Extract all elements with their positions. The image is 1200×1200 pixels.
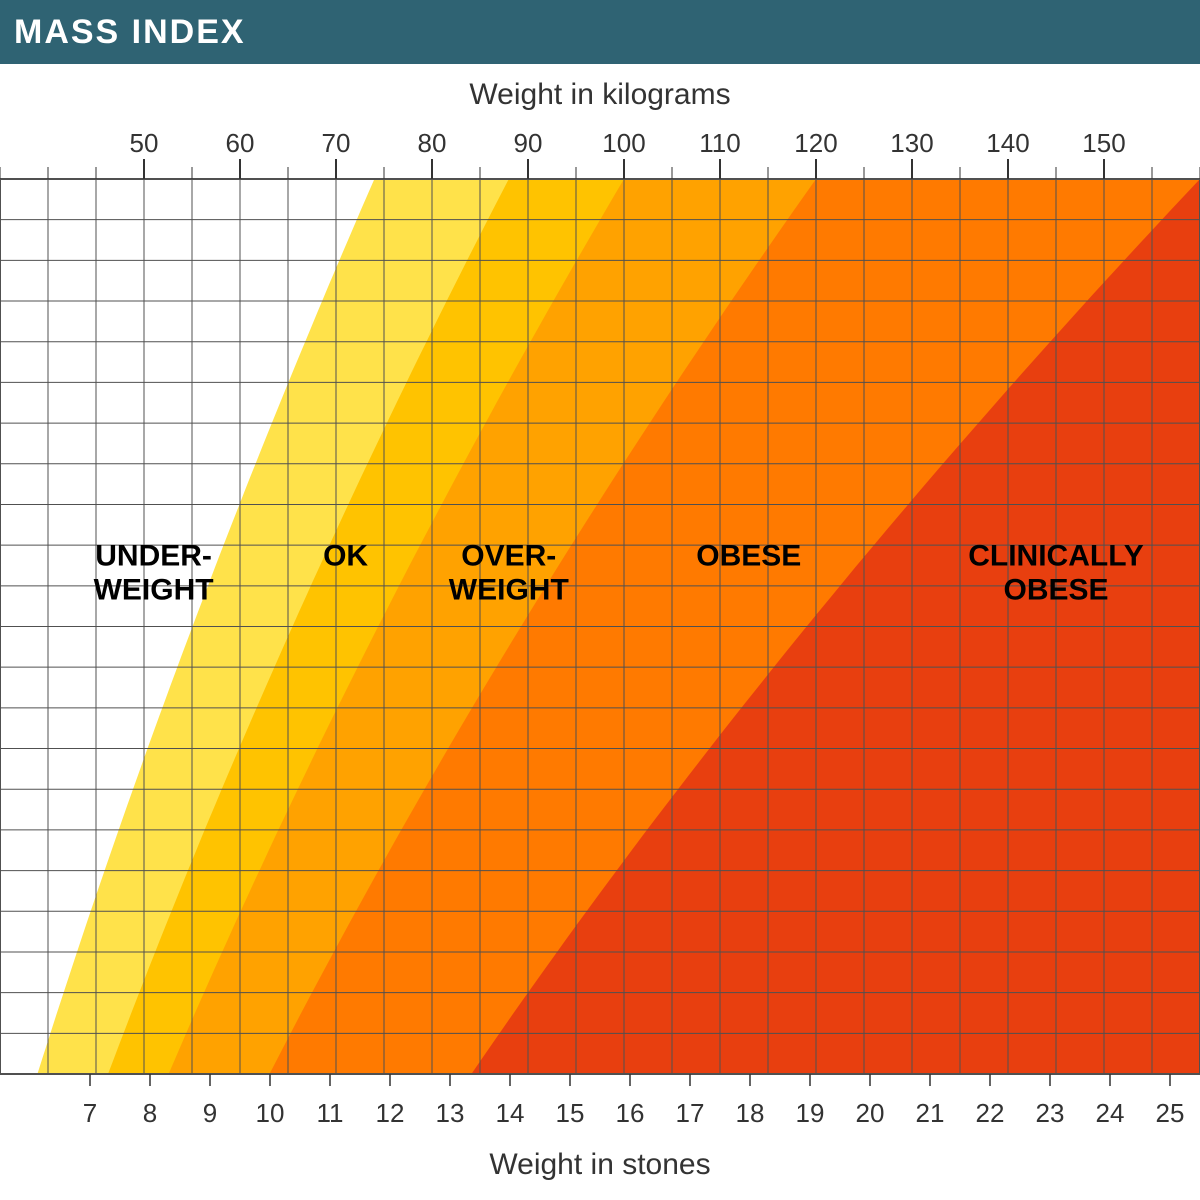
kg-tick-label: 70 bbox=[322, 128, 351, 158]
chart-svg: Weight in kilograms 50 60 70 80 90 100 110 120 13… bbox=[0, 64, 1200, 1200]
stone-tick-label: 18 bbox=[736, 1098, 765, 1128]
kg-tick-label: 100 bbox=[602, 128, 645, 158]
zone-label-overweight: OVER- bbox=[461, 539, 556, 572]
stone-tick-label: 19 bbox=[796, 1098, 825, 1128]
stone-tick-label: 24 bbox=[1096, 1098, 1125, 1128]
stone-tick-label: 15 bbox=[556, 1098, 585, 1128]
x-axis-top-title: Weight in kilograms bbox=[469, 78, 730, 111]
kg-tick-label: 150 bbox=[1082, 128, 1125, 158]
x-axis-bottom-title: Weight in stones bbox=[489, 1148, 710, 1181]
kg-tick-label: 140 bbox=[986, 128, 1029, 158]
zone-label-underweight: UNDER- bbox=[95, 539, 212, 572]
stone-tick-label: 13 bbox=[436, 1098, 465, 1128]
stone-tick-label: 14 bbox=[496, 1098, 525, 1128]
bmi-chart: Weight in kilograms 50 60 70 80 90 100 110 120 13… bbox=[0, 64, 1200, 1200]
zone-label-clinically-obese: OBESE bbox=[1003, 573, 1108, 606]
stone-tick-label: 25 bbox=[1156, 1098, 1185, 1128]
stone-tick-label: 21 bbox=[916, 1098, 945, 1128]
kg-tick-label: 120 bbox=[794, 128, 837, 158]
zone-label-clinically-obese: CLINICALLY bbox=[968, 539, 1144, 572]
kg-tick-label: 130 bbox=[890, 128, 933, 158]
stone-tick-label: 17 bbox=[676, 1098, 705, 1128]
kg-tick-label: 80 bbox=[418, 128, 447, 158]
stone-tick-label: 16 bbox=[616, 1098, 645, 1128]
page: MASS INDEX Weight in kilograms 50 60 70 80 90… bbox=[0, 0, 1200, 1200]
stone-tick-label: 12 bbox=[376, 1098, 405, 1128]
kg-tick-label: 50 bbox=[130, 128, 159, 158]
zone-label-overweight: WEIGHT bbox=[449, 573, 569, 606]
zone-label-underweight: WEIGHT bbox=[94, 573, 214, 606]
stone-tick-label: 23 bbox=[1036, 1098, 1065, 1128]
stone-tick-label: 20 bbox=[856, 1098, 885, 1128]
stone-tick-label: 9 bbox=[203, 1098, 217, 1128]
stone-tick-label: 8 bbox=[143, 1098, 157, 1128]
page-title: MASS INDEX bbox=[0, 0, 1200, 64]
zone-label-obese: OBESE bbox=[696, 539, 801, 572]
stone-tick-label: 22 bbox=[976, 1098, 1005, 1128]
stone-tick-label: 10 bbox=[256, 1098, 285, 1128]
kg-tick-label: 110 bbox=[699, 128, 740, 158]
kg-tick-label: 60 bbox=[226, 128, 255, 158]
stone-tick-label: 11 bbox=[317, 1098, 344, 1128]
zone-label-ok: OK bbox=[323, 539, 368, 572]
kg-tick-label: 90 bbox=[514, 128, 543, 158]
stone-tick-label: 7 bbox=[83, 1098, 97, 1128]
